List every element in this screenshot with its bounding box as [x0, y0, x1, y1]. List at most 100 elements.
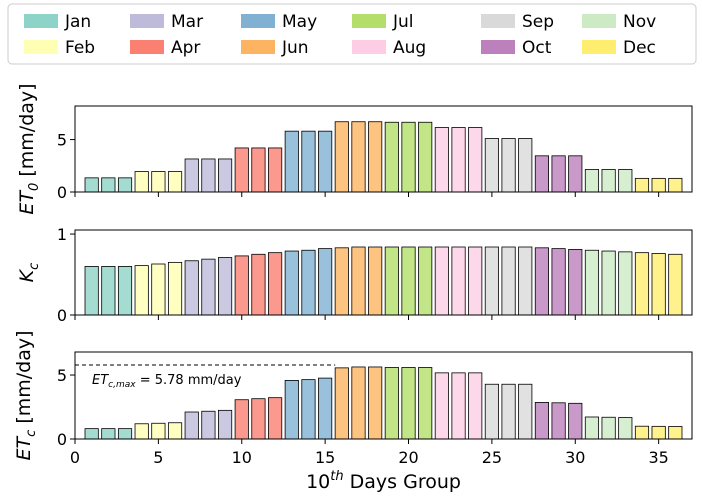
bar-2-20	[401, 246, 416, 316]
legend-entry-nov: Nov	[582, 12, 656, 32]
bar-3-18	[368, 366, 383, 440]
bar-1-4	[134, 171, 149, 193]
bar-2-21	[418, 246, 433, 316]
x-tick-label: 35	[648, 448, 668, 467]
bar-1-8	[201, 158, 216, 193]
bar-2-8	[201, 258, 216, 316]
legend-label: Feb	[65, 38, 95, 58]
bar-3-4	[134, 423, 149, 440]
bar-2-26	[501, 246, 516, 316]
legend-entry-apr: Apr	[130, 38, 200, 58]
legend-swatch	[130, 14, 164, 28]
panel-1: 0 5 ET0 [mm/day]	[16, 83, 693, 215]
bar-1-17	[351, 121, 366, 193]
bar-2-31	[584, 249, 600, 316]
bar-1-23	[451, 127, 466, 193]
y-tick-label: 0	[57, 430, 67, 449]
bar-2-11	[251, 253, 266, 316]
legend-label: Jun	[281, 38, 309, 58]
bar-1-15	[318, 130, 333, 193]
legend-entry-jul: Jul	[352, 12, 414, 32]
bar-2-7	[184, 260, 199, 316]
legend-entry-mar: Mar	[130, 12, 203, 32]
bar-2-36	[668, 253, 683, 316]
x-axis-label: 10th Days Group	[306, 469, 461, 493]
bar-1-25	[484, 138, 499, 193]
legend-label: Mar	[171, 12, 203, 32]
legend-frame	[7, 3, 697, 65]
bar-3-7	[184, 411, 199, 440]
x-tick-label: 0	[70, 448, 80, 467]
bar-2-14	[301, 249, 316, 316]
bar-3-36	[668, 426, 683, 440]
bar-2-1	[84, 266, 99, 316]
bar-3-14	[301, 379, 316, 440]
legend-label: Apr	[171, 38, 200, 58]
bar-2-29	[551, 248, 566, 316]
bar-2-16	[334, 247, 349, 316]
y-axis-label: Kc	[16, 263, 42, 283]
legend-swatch	[582, 40, 616, 54]
legend-swatch	[24, 40, 58, 54]
legend-label: Oct	[522, 38, 552, 58]
bar-3-22	[434, 372, 449, 440]
bar-3-20	[401, 367, 416, 440]
legend: Jan Feb Mar Apr May Jun Jul Aug Sep Oct Nov Dec	[7, 3, 697, 65]
bar-1-1	[84, 177, 99, 193]
x-tick-label: 20	[398, 448, 418, 467]
bar-3-29	[551, 402, 566, 440]
legend-entry-jan: Jan	[24, 12, 91, 32]
bar-2-27	[518, 246, 533, 316]
legend-swatch	[481, 40, 515, 54]
bar-3-16	[334, 367, 349, 440]
legend-swatch	[352, 40, 386, 54]
bar-1-32	[601, 169, 616, 193]
bar-3-21	[418, 367, 433, 440]
bar-3-13	[284, 380, 299, 440]
bar-3-23	[451, 372, 466, 440]
bar-1-29	[551, 155, 566, 193]
bar-2-18	[368, 246, 383, 316]
bar-1-3	[117, 177, 133, 193]
bar-2-6	[167, 261, 183, 316]
bar-3-27	[518, 383, 533, 440]
bar-1-31	[584, 169, 600, 193]
bar-1-9	[218, 158, 233, 193]
bar-3-6	[167, 422, 183, 440]
bar-2-12	[268, 252, 283, 316]
bar-2-24	[468, 246, 483, 316]
bar-3-25	[484, 383, 499, 440]
bar-3-26	[501, 383, 516, 440]
y-tick-label: 1	[57, 225, 67, 244]
legend-swatch	[582, 14, 616, 28]
legend-label: Sep	[522, 12, 554, 32]
bar-1-22	[434, 127, 449, 193]
bar-2-23	[451, 246, 466, 316]
legend-entry-feb: Feb	[24, 38, 95, 58]
bar-3-28	[534, 402, 549, 440]
x-tick-label: 5	[153, 448, 163, 467]
legend-swatch	[481, 14, 515, 28]
y-tick-label: 0	[57, 183, 67, 202]
bar-3-12	[268, 397, 283, 440]
legend-entry-may: May	[241, 12, 317, 32]
bar-2-22	[434, 246, 449, 316]
y-axis-label: ETc [mm/day]	[13, 330, 39, 460]
panel-frame	[74, 105, 693, 193]
bar-2-2	[101, 266, 116, 316]
bar-1-5	[151, 171, 166, 193]
bar-2-28	[534, 247, 549, 316]
bar-3-1	[84, 428, 99, 440]
bar-3-34	[634, 425, 650, 440]
bar-1-30	[568, 155, 583, 193]
legend-label: Nov	[623, 12, 656, 32]
legend-label: Jul	[392, 12, 414, 32]
bar-3-5	[151, 422, 166, 440]
bar-2-25	[484, 246, 499, 316]
bar-3-19	[384, 367, 399, 440]
legend-label: Dec	[623, 38, 656, 58]
panel-frame	[74, 229, 693, 316]
bar-1-28	[534, 155, 549, 193]
bar-1-27	[518, 138, 533, 193]
